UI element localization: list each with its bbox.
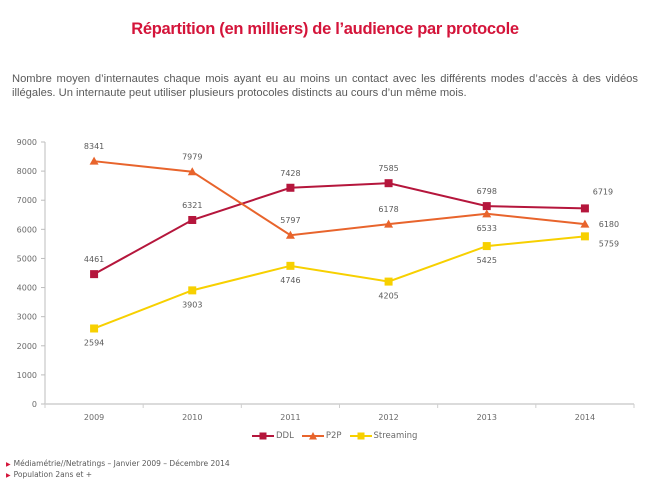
series-streaming xyxy=(90,232,589,333)
y-tick-label: 8000 xyxy=(17,167,37,176)
data-label-streaming: 2594 xyxy=(84,338,104,347)
footer-notes: ▶ Médiamétrie//Netratings – Janvier 2009 … xyxy=(6,459,230,481)
legend-label-p2p: P2P xyxy=(325,431,342,441)
data-label-streaming: 5425 xyxy=(477,256,497,265)
data-label-streaming: 5759 xyxy=(599,239,619,248)
data-point-streaming xyxy=(286,261,295,270)
data-point-streaming xyxy=(188,286,197,295)
series-line-streaming xyxy=(93,235,586,330)
y-tick-label: 1000 xyxy=(17,371,37,380)
x-tick-label: 2013 xyxy=(477,413,497,422)
series-layer xyxy=(89,156,590,333)
y-tick-label: 3000 xyxy=(17,313,37,322)
legend: DDL P2P Streaming xyxy=(252,431,417,441)
data-label-p2p: 7979 xyxy=(182,153,202,162)
y-tick-label: 9000 xyxy=(17,138,37,147)
data-label-ddl: 6798 xyxy=(477,187,497,196)
data-label-ddl: 4461 xyxy=(84,255,104,264)
data-label-ddl: 6719 xyxy=(593,187,613,196)
data-point-streaming xyxy=(482,242,491,251)
x-tick-label: 2011 xyxy=(280,413,300,422)
y-tick-label: 5000 xyxy=(17,254,37,263)
bullet-arrow-icon: ▶ xyxy=(6,461,11,468)
footer-note-source: ▶ Médiamétrie//Netratings – Janvier 2009 … xyxy=(6,459,230,468)
legend-label-ddl: DDL xyxy=(276,431,294,441)
data-point-ddl xyxy=(580,204,589,213)
data-label-streaming: 4205 xyxy=(378,292,398,301)
legend-swatch-streaming xyxy=(349,432,372,440)
legend-item-ddl[interactable]: DDL xyxy=(252,431,294,441)
data-point-streaming xyxy=(384,277,393,286)
data-point-ddl xyxy=(188,215,197,224)
data-label-ddl: 7585 xyxy=(378,164,398,173)
data-point-streaming xyxy=(90,324,99,333)
series-line-ddl xyxy=(93,182,585,276)
x-tick-label: 2014 xyxy=(575,413,595,422)
data-point-p2p xyxy=(285,230,295,239)
x-tick-label: 2012 xyxy=(378,413,398,422)
series-ddl xyxy=(90,179,589,279)
data-label-p2p: 6180 xyxy=(599,220,619,229)
chart-subtitle: Nombre moyen d’internautes chaque mois a… xyxy=(12,73,638,99)
data-point-p2p xyxy=(187,167,197,176)
data-point-p2p xyxy=(580,219,590,228)
axes: 0 1000 2000 3000 4000 5000 6000 7000 8000 9000 200… xyxy=(17,138,635,422)
data-label-p2p: 6533 xyxy=(477,224,497,233)
legend-swatch-p2p xyxy=(301,432,324,440)
data-label-p2p: 5797 xyxy=(280,216,300,225)
data-point-ddl xyxy=(286,183,295,192)
data-point-ddl xyxy=(384,179,393,188)
y-tick-label: 6000 xyxy=(17,225,37,234)
data-point-p2p xyxy=(384,219,394,228)
data-point-p2p xyxy=(482,209,492,218)
legend-swatch-ddl xyxy=(252,432,274,440)
legend-item-streaming[interactable]: Streaming xyxy=(349,431,418,441)
bullet-arrow-icon: ▶ xyxy=(6,472,11,479)
y-tick-label: 7000 xyxy=(17,196,37,205)
data-label-ddl: 7428 xyxy=(280,169,300,178)
x-tick-label: 2010 xyxy=(182,413,202,422)
data-label-p2p: 6178 xyxy=(378,205,398,214)
data-point-p2p xyxy=(89,156,99,165)
data-point-streaming xyxy=(580,232,589,241)
y-tick-label: 4000 xyxy=(17,284,37,293)
data-labels-layer: 4461 6321 7428 7585 6798 6719 8341 7979 5797 6178… xyxy=(84,142,619,347)
y-tick-label: 2000 xyxy=(17,342,37,351)
legend-label-streaming: Streaming xyxy=(373,431,418,441)
data-label-p2p: 8341 xyxy=(84,142,104,151)
data-label-ddl: 6321 xyxy=(182,201,202,210)
data-label-streaming: 4746 xyxy=(280,276,300,285)
y-tick-label: 0 xyxy=(32,400,37,409)
x-tick-label: 2009 xyxy=(84,413,104,422)
series-line-p2p xyxy=(93,160,586,237)
chart-title: Répartition (en milliers) de l’audience … xyxy=(131,20,519,38)
data-point-ddl xyxy=(90,270,99,279)
legend-item-p2p[interactable]: P2P xyxy=(301,431,342,441)
series-p2p xyxy=(89,156,590,239)
data-label-streaming: 3903 xyxy=(182,300,202,309)
data-point-ddl xyxy=(482,202,491,211)
footer-note-population: ▶ Population 2ans et + xyxy=(6,470,93,479)
